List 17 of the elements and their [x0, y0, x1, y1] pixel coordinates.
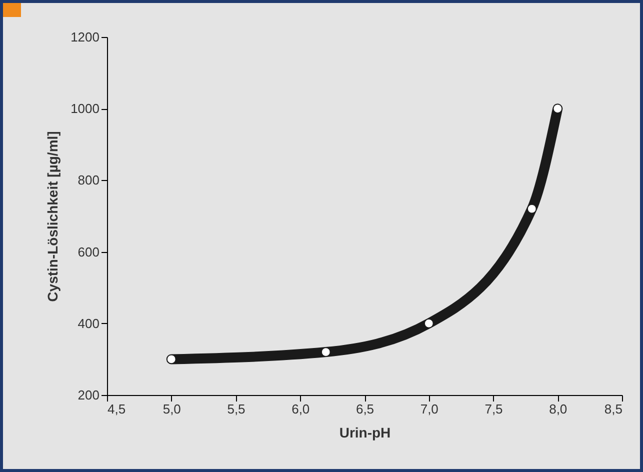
x-tick-label: 8,5 [604, 402, 622, 416]
x-tick-label: 7,0 [420, 402, 438, 416]
y-tick-label: 1200 [70, 30, 100, 44]
x-tick-label: 4,5 [108, 402, 126, 416]
x-axis-title: Urin-pH [339, 424, 391, 440]
x-tick-label: 7,5 [484, 402, 503, 416]
y-tick-label: 200 [78, 388, 100, 402]
y-tick-label: 400 [78, 316, 100, 331]
y-axis-title: Cystin-Löslichkeit [µg/ml] [44, 131, 61, 302]
x-tick-label: 6,5 [356, 402, 374, 416]
x-tick-label: 8,0 [549, 402, 568, 416]
x-tick-label: 5,0 [162, 402, 181, 416]
y-tick-label: 800 [78, 172, 100, 188]
y-tick-label: 1000 [70, 101, 100, 116]
x-tick-label: 6,0 [292, 402, 310, 416]
x-tick-label: 5,5 [227, 402, 246, 416]
y-tick-label: 600 [78, 244, 100, 260]
